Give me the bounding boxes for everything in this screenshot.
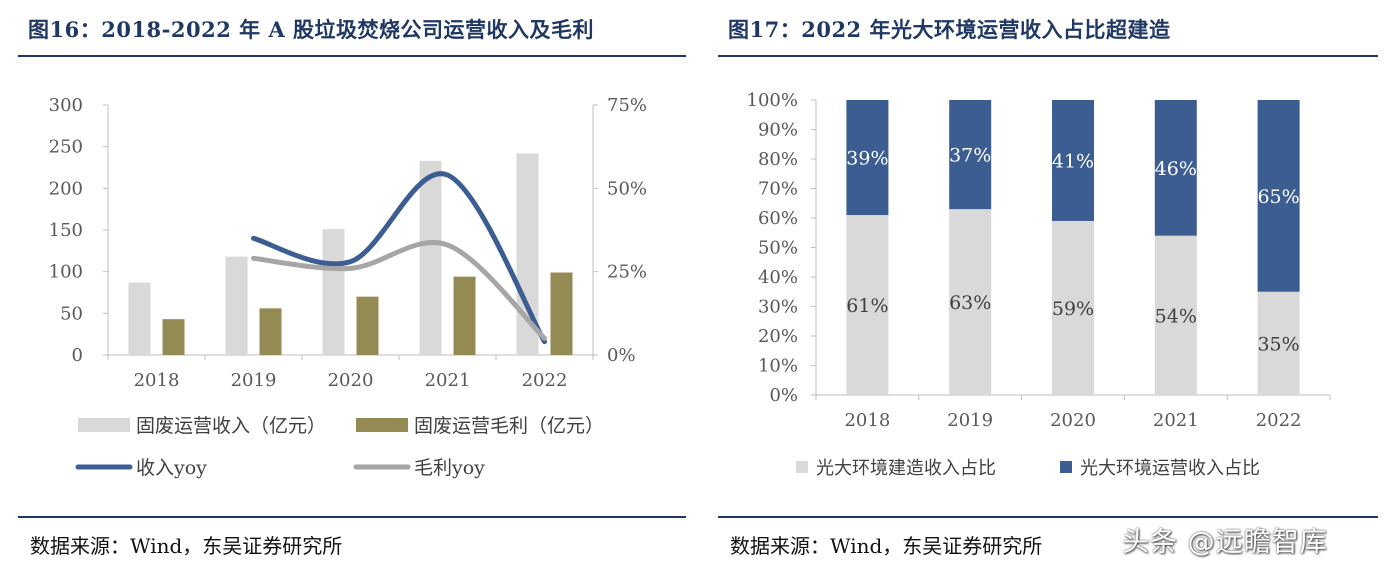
profit-bar [550,272,573,355]
right-y-tick-label: 50% [607,178,647,199]
operation-share-bar [1154,100,1197,236]
y-tick-label: 80% [758,149,798,170]
operation-share-legend-label: 光大环境运营收入占比 [1080,458,1260,479]
construction-share-bar [949,209,992,395]
operation-share-bar [1257,100,1300,292]
x-tick-label: 2019 [947,410,993,431]
revenue-bar [225,256,248,355]
right-figure-panel: 图17：2022 年光大环境运营收入占比超建造 0% 10% 20% 30% 40% 50… [718,0,1378,575]
profit-yoy-legend-label: 毛利yoy [414,457,485,479]
x-tick-label: 2019 [231,370,277,391]
revenue-bar [516,153,539,355]
construction-share-legend-swatch [796,461,808,473]
x-tick-label: 2018 [844,410,890,431]
right-top-rule [718,55,1378,57]
right-source-note: 数据来源：Wind，东吴证券研究所 [730,534,1043,558]
left-y-tick-label: 250 [49,137,83,158]
x-tick-label: 2022 [522,370,568,391]
left-y-tick-label: 0 [72,345,83,366]
construction-share-label: 35% [1257,333,1299,355]
left-y-tick-label: 100 [49,262,83,283]
y-tick-label: 90% [758,120,798,141]
operation-share-label: 65% [1257,186,1299,208]
construction-share-label: 63% [949,292,991,314]
y-tick-label: 20% [758,326,798,347]
right-y-tick-label: 75% [607,95,647,116]
x-tick-label: 2018 [134,370,180,391]
construction-share-bar [1257,291,1300,395]
profit-bar-legend-label: 固废运营毛利（亿元） [414,415,604,437]
x-tick-label: 2020 [328,370,374,391]
left-y-tick-label: 150 [49,220,83,241]
profit-bar [259,308,282,355]
y-tick-label: 30% [758,297,798,318]
revenue-bar [322,229,345,355]
y-tick-label: 50% [758,238,798,259]
operation-share-bar [846,100,889,216]
x-tick-label: 2021 [1153,410,1199,431]
left-figure-panel: 图16：2018-2022 年 A 股垃圾焚烧公司运营收入及毛利 0 50 100 1… [18,0,686,575]
construction-share-label: 59% [1052,298,1094,320]
profit-bar [453,276,476,355]
left-y-tick-label: 200 [49,178,83,199]
left-bottom-rule [18,516,686,518]
construction-share-label: 54% [1155,305,1197,327]
revenue-yoy-line [251,171,547,345]
construction-share-legend-label: 光大环境建造收入占比 [816,458,996,479]
left-combo-chart: 0 50 100 150 200 250 300 0% 25% 50% 75% 2018 2019 202… [49,95,647,479]
operation-share-label: 46% [1155,158,1197,180]
revenue-bar-legend-label: 固废运营收入（亿元） [136,415,326,437]
profit-bar [162,319,185,355]
revenue-yoy-legend-label: 收入yoy [136,457,207,479]
left-y-tick-label: 50 [60,303,83,324]
y-tick-label: 40% [758,267,798,288]
y-tick-label: 70% [758,179,798,200]
watermark: 头条 @远瞻智库 [1122,527,1328,558]
construction-share-label: 61% [846,295,888,317]
construction-share-bar [1154,235,1197,395]
y-tick-label: 100% [747,90,798,111]
revenue-bar [419,160,442,355]
revenue-bar-legend-swatch [78,418,130,432]
profit-bar [356,296,379,355]
left-source-note: 数据来源：Wind，东吴证券研究所 [30,534,343,558]
left-figure-title: 图16：2018-2022 年 A 股垃圾焚烧公司运营收入及毛利 [28,17,595,42]
x-tick-label: 2021 [425,370,471,391]
operation-share-legend-swatch [1060,461,1072,473]
revenue-bar [128,282,151,355]
y-tick-label: 0% [769,385,798,406]
right-bottom-rule [718,516,1378,518]
operation-share-label: 37% [949,145,991,167]
y-tick-label: 60% [758,208,798,229]
x-tick-label: 2022 [1256,410,1302,431]
left-y-tick-label: 300 [49,95,83,116]
operation-share-label: 41% [1052,150,1094,172]
right-y-tick-label: 25% [607,262,647,283]
right-y-tick-label: 0% [607,345,636,366]
operation-share-bar [1052,100,1094,221]
right-figure-title: 图17：2022 年光大环境运营收入占比超建造 [728,17,1171,42]
right-stacked-chart: 0% 10% 20% 30% 40% 50% 60% 70% 80% 90% 100% 2018 201… [747,90,1331,479]
construction-share-bar [846,215,889,395]
y-tick-label: 10% [758,356,798,377]
operation-share-bar [949,100,992,210]
construction-share-bar [1052,220,1094,395]
profit-yoy-line [251,240,547,341]
operation-share-label: 39% [846,148,888,170]
left-top-rule [18,55,686,57]
x-tick-label: 2020 [1050,410,1096,431]
profit-bar-legend-swatch [356,418,408,432]
